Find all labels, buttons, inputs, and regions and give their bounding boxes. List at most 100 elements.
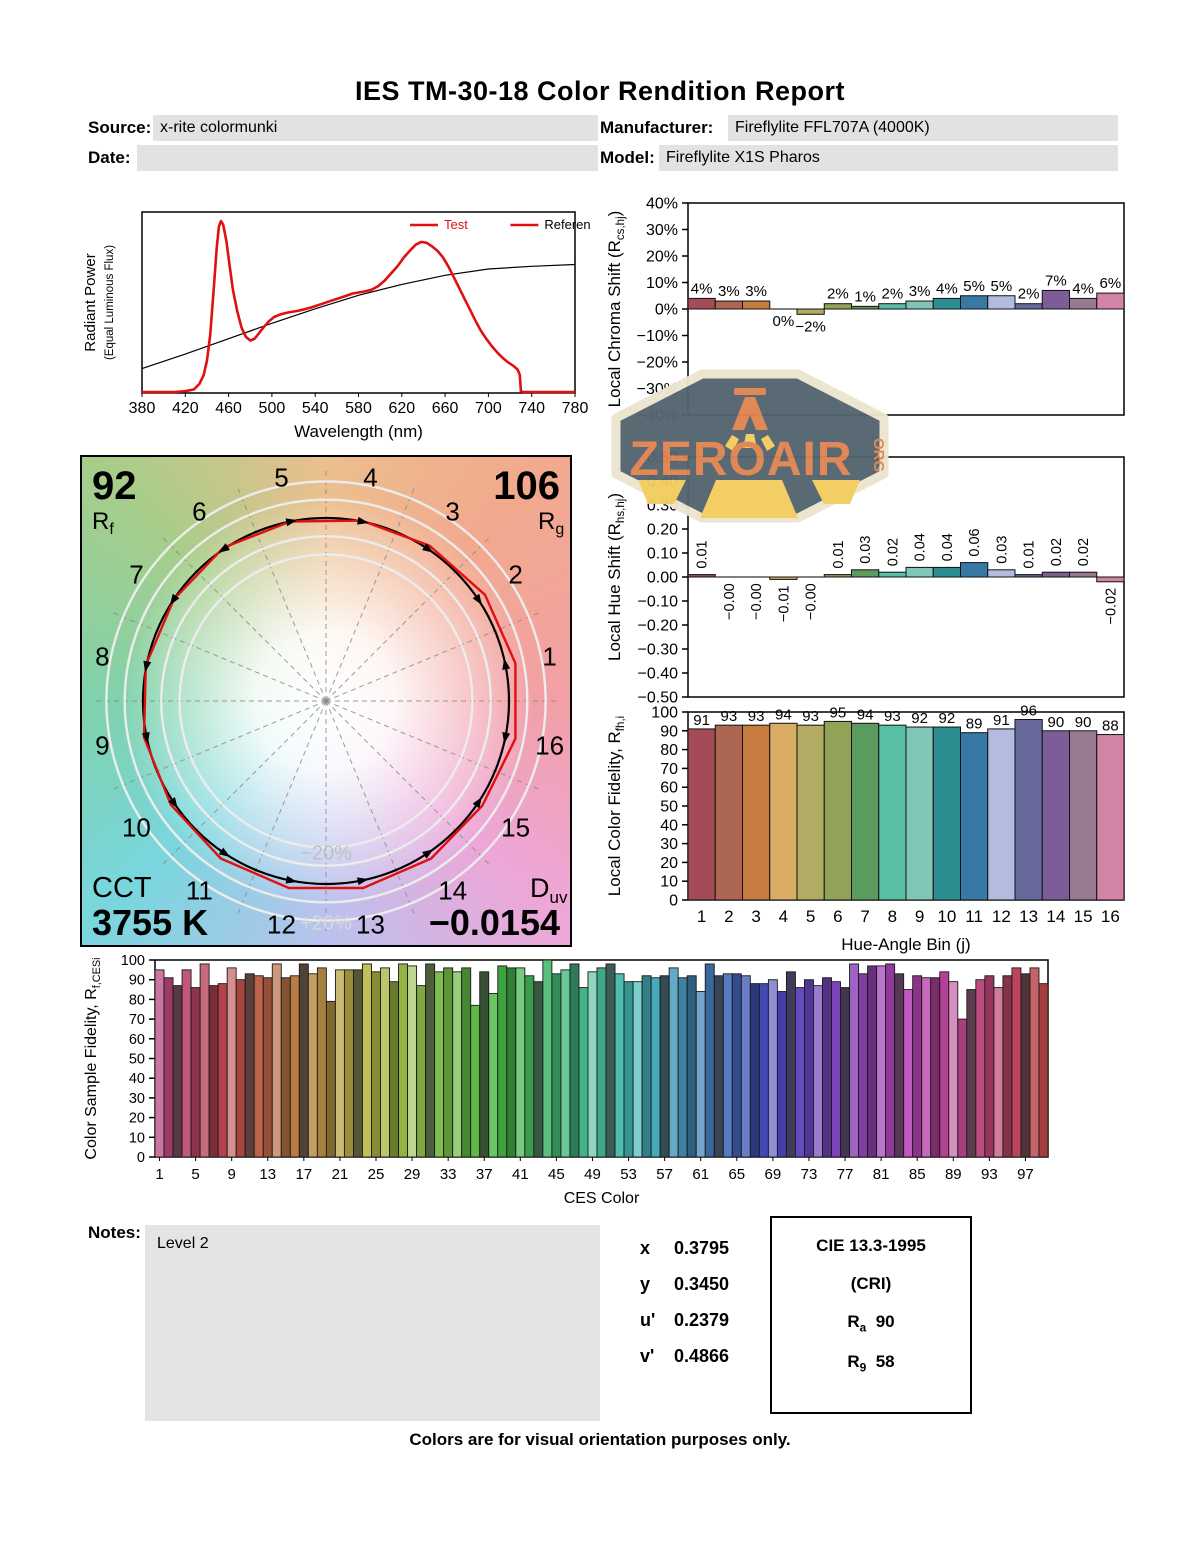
svg-text:60: 60 xyxy=(660,780,678,797)
svg-text:0.06: 0.06 xyxy=(967,528,983,556)
svg-text:500: 500 xyxy=(259,400,286,417)
svg-text:−20%: −20% xyxy=(637,355,678,372)
svg-text:94: 94 xyxy=(775,706,792,723)
svg-text:−0.50: −0.50 xyxy=(638,690,679,707)
svg-text:2%: 2% xyxy=(827,286,849,303)
svg-text:−0.40: −0.40 xyxy=(638,666,679,683)
svg-text:50: 50 xyxy=(129,1052,145,1068)
svg-text:40: 40 xyxy=(129,1071,145,1087)
svg-text:53: 53 xyxy=(620,1166,637,1183)
cri-subtitle: (CRI) xyxy=(850,1274,892,1293)
svg-text:0.04: 0.04 xyxy=(940,533,956,561)
svg-text:ORG: ORG xyxy=(870,438,887,472)
svg-text:37: 37 xyxy=(476,1166,493,1183)
svg-text:0.02: 0.02 xyxy=(885,538,901,566)
svg-text:0.02: 0.02 xyxy=(1076,538,1092,566)
svg-text:0.00: 0.00 xyxy=(647,570,678,587)
svg-text:0.10: 0.10 xyxy=(647,546,678,563)
svg-text:93: 93 xyxy=(748,708,765,725)
svg-text:89: 89 xyxy=(966,716,983,733)
svg-text:0.01: 0.01 xyxy=(1022,540,1038,568)
svg-text:5%: 5% xyxy=(991,278,1013,295)
svg-text:0.04: 0.04 xyxy=(913,533,929,561)
svg-text:0: 0 xyxy=(669,893,678,910)
svg-text:17: 17 xyxy=(295,1166,312,1183)
svg-text:100: 100 xyxy=(651,705,678,722)
svg-text:−0.01: −0.01 xyxy=(776,585,792,622)
svg-text:16: 16 xyxy=(1101,907,1120,926)
svg-text:0.02: 0.02 xyxy=(1049,538,1065,566)
svg-text:49: 49 xyxy=(584,1166,601,1183)
svg-text:93: 93 xyxy=(884,708,901,725)
svg-text:106: 106 xyxy=(493,464,560,508)
svg-text:0%: 0% xyxy=(655,302,678,319)
svg-text:−2%: −2% xyxy=(795,318,825,335)
svg-text:Hue-Angle Bin (j): Hue-Angle Bin (j) xyxy=(841,935,970,954)
svg-text:57: 57 xyxy=(656,1166,673,1183)
svg-text:92: 92 xyxy=(939,710,956,727)
local-hue-shift-chart: 0.500.400.300.200.100.00−0.10−0.20−0.30−… xyxy=(605,450,1125,707)
color-vector-graphic: 1 2 3 4 5 6 7 8 9 10 11 12 13 14 15 16 −20% +20% 92 Rf 106 Rg… xyxy=(80,455,572,947)
source-label: Source: xyxy=(88,118,152,137)
svg-text:0%: 0% xyxy=(773,313,795,330)
svg-text:−0.0154: −0.0154 xyxy=(429,902,560,943)
svg-text:81: 81 xyxy=(873,1166,890,1183)
svg-text:90: 90 xyxy=(129,973,145,989)
coord-y: y 0.3450 xyxy=(640,1274,730,1294)
svg-text:21: 21 xyxy=(332,1166,349,1183)
svg-text:88: 88 xyxy=(1102,718,1119,735)
svg-text:20: 20 xyxy=(660,855,678,872)
svg-text:4: 4 xyxy=(779,907,788,926)
svg-text:96: 96 xyxy=(1020,703,1037,720)
coord-v-prime: v' 0.4866 xyxy=(640,1346,730,1366)
svg-text:0.03: 0.03 xyxy=(858,536,874,564)
coord-u-prime: u' 0.2379 xyxy=(640,1310,730,1330)
svg-text:30: 30 xyxy=(660,836,678,853)
svg-text:7%: 7% xyxy=(1045,272,1067,289)
svg-text:65: 65 xyxy=(728,1166,745,1183)
notes-label: Notes: xyxy=(88,1223,141,1242)
svg-text:CCT: CCT xyxy=(92,872,152,904)
svg-text:2%: 2% xyxy=(882,286,904,303)
svg-text:10: 10 xyxy=(660,874,678,891)
svg-text:620: 620 xyxy=(388,400,415,417)
cri-summary-box: CIE 13.3-1995 (CRI) Ra 90 R9 58 xyxy=(770,1216,972,1414)
svg-text:−0.00: −0.00 xyxy=(722,583,738,620)
svg-text:40%: 40% xyxy=(646,196,678,213)
svg-text:5: 5 xyxy=(274,462,288,492)
svg-text:3%: 3% xyxy=(745,283,767,300)
svg-text:380: 380 xyxy=(129,400,156,417)
svg-text:Local Color Fidelity, Rfh,i: Local Color Fidelity, Rfh,i xyxy=(605,716,627,896)
svg-text:0.03: 0.03 xyxy=(994,536,1010,564)
svg-text:Local Hue Shift (Rhs,hj): Local Hue Shift (Rhs,hj) xyxy=(605,493,627,661)
svg-text:85: 85 xyxy=(909,1166,926,1183)
svg-text:540: 540 xyxy=(302,400,329,417)
svg-text:70: 70 xyxy=(660,761,678,778)
svg-text:70: 70 xyxy=(129,1012,145,1028)
svg-text:1: 1 xyxy=(155,1166,163,1183)
svg-text:30: 30 xyxy=(129,1091,145,1107)
svg-text:0: 0 xyxy=(137,1150,145,1166)
svg-text:45: 45 xyxy=(548,1166,565,1183)
svg-text:8: 8 xyxy=(888,907,897,926)
svg-text:CES Color: CES Color xyxy=(564,1190,640,1207)
svg-text:(Equal Luminous Flux): (Equal Luminous Flux) xyxy=(104,245,116,360)
svg-text:1: 1 xyxy=(697,907,706,926)
svg-text:740: 740 xyxy=(518,400,545,417)
svg-text:91: 91 xyxy=(993,712,1010,729)
svg-text:3: 3 xyxy=(445,496,459,526)
date-label: Date: xyxy=(88,148,131,167)
svg-text:41: 41 xyxy=(512,1166,529,1183)
svg-text:93: 93 xyxy=(981,1166,998,1183)
svg-text:29: 29 xyxy=(404,1166,421,1183)
svg-text:20%: 20% xyxy=(646,249,678,266)
svg-text:9: 9 xyxy=(227,1166,235,1183)
date-value-field xyxy=(137,145,598,171)
manufacturer-value-field: Fireflylite FFL707A (4000K) xyxy=(728,115,1118,141)
svg-text:3755 K: 3755 K xyxy=(92,902,208,943)
zeroair-logo: ZEROAIR ORG xyxy=(611,369,889,523)
svg-text:3%: 3% xyxy=(718,283,740,300)
svg-text:Color Sample Fidelity, Rf,CESi: Color Sample Fidelity, Rf,CESi xyxy=(83,957,103,1159)
model-label: Model: xyxy=(600,148,655,167)
svg-text:16: 16 xyxy=(535,730,564,760)
